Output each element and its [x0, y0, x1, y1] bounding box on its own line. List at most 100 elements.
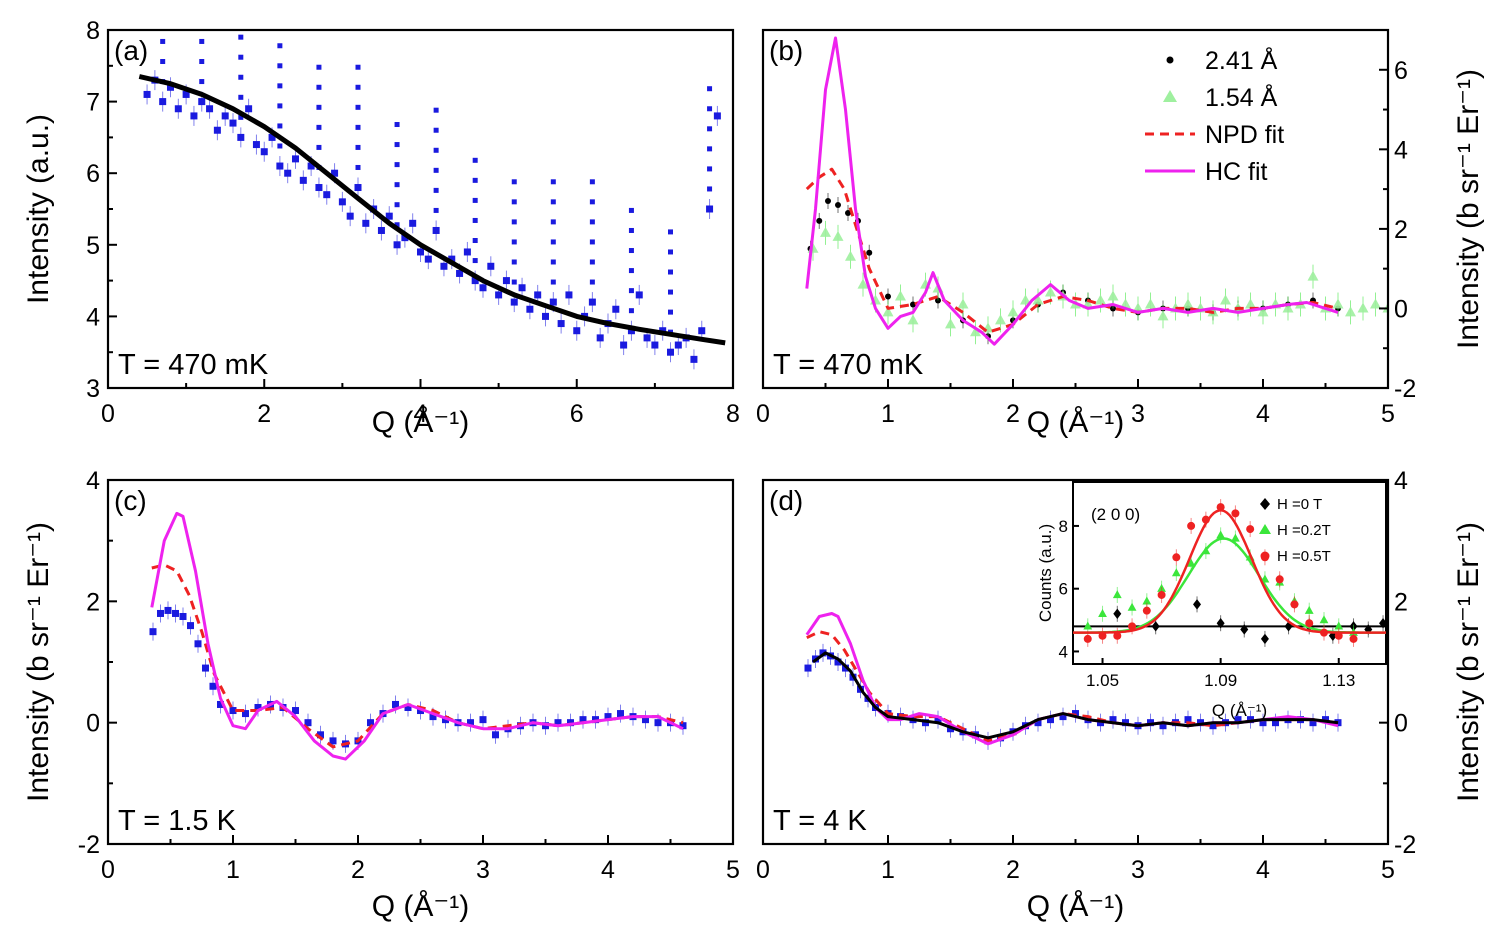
- data-point: [707, 166, 713, 172]
- y-axis-title: Intensity (b sr⁻¹ Er⁻¹): [22, 522, 55, 802]
- 1-54--point: [1157, 310, 1169, 321]
- x-tick-label: 2: [257, 400, 271, 428]
- data-point: [596, 334, 604, 342]
- data-point: [707, 186, 713, 192]
- 2-41--point: [835, 202, 841, 209]
- data-point: [707, 126, 713, 132]
- data-point: [174, 105, 182, 113]
- data-point: [316, 84, 322, 90]
- data-point: [355, 64, 361, 70]
- h-0-5t-point: [1157, 590, 1166, 599]
- h-0-5t-point: [1098, 631, 1107, 640]
- inset-legend-marker: [1259, 524, 1271, 534]
- data-point: [392, 700, 399, 708]
- data-point: [542, 312, 549, 320]
- hc-fit-line: [150, 511, 684, 761]
- data-point: [510, 298, 518, 306]
- data-point: [160, 38, 166, 44]
- data-point: [209, 682, 217, 690]
- legend-label: NPD fit: [1205, 121, 1284, 149]
- inset-title: (2 0 0): [1091, 505, 1140, 524]
- x-tick-label: 2: [1006, 856, 1020, 884]
- data-point: [221, 112, 229, 120]
- h-0-5t-point: [1319, 628, 1328, 637]
- inset-legend-label: H =0 T: [1277, 496, 1322, 513]
- h-0-2t-point: [1098, 608, 1107, 617]
- data-point: [589, 199, 595, 205]
- data-point: [668, 269, 673, 275]
- data-point: [164, 606, 172, 614]
- inset-x-tick-label: 1.09: [1204, 671, 1237, 690]
- data-point: [495, 291, 503, 299]
- 1-54--point: [1382, 302, 1388, 313]
- x-tick-label: 3: [1131, 400, 1145, 428]
- y-tick-label: -2: [1394, 375, 1416, 403]
- data-point: [589, 239, 595, 245]
- data-point: [550, 219, 556, 225]
- h-0-2t-point: [1201, 546, 1211, 555]
- data-point: [367, 719, 374, 727]
- data-point: [242, 710, 249, 718]
- data-point: [355, 124, 361, 130]
- inset-y-tick-label: 4: [1059, 642, 1068, 661]
- data-point: [167, 83, 174, 91]
- data-point: [834, 658, 842, 666]
- inset-legend-marker: [1260, 498, 1270, 510]
- data-point: [617, 710, 624, 718]
- data-point: [206, 105, 214, 113]
- npd-fit-line: [805, 167, 1339, 334]
- 1-54--point: [1132, 302, 1144, 313]
- 1-54--point: [882, 306, 894, 317]
- h-0-5t-point: [1113, 631, 1122, 640]
- data-point: [238, 94, 244, 100]
- data-point: [1047, 716, 1054, 724]
- data-point: [433, 167, 439, 173]
- 1-54--point: [1357, 302, 1369, 313]
- legend-label: HC fit: [1205, 158, 1268, 186]
- inset-x-tick-label: 1.05: [1086, 671, 1119, 690]
- 1-54--point: [1095, 294, 1106, 305]
- data-point: [534, 291, 542, 299]
- 1-54--point: [970, 326, 981, 337]
- x-tick-label: 4: [1256, 400, 1270, 428]
- 1-54--point: [1257, 306, 1269, 317]
- 1-54--point: [945, 318, 956, 329]
- data-point: [588, 298, 596, 306]
- data-point: [1072, 710, 1079, 718]
- x-tick-label: 0: [101, 400, 115, 428]
- data-point: [668, 249, 673, 255]
- data-point: [433, 147, 439, 153]
- x-axis-title: Q (Å⁻¹): [372, 406, 470, 439]
- inset-legend-label: H =0.2T: [1277, 522, 1331, 539]
- data-point: [518, 284, 526, 292]
- data-point: [1259, 719, 1267, 727]
- data-point: [654, 719, 662, 727]
- y-tick-label: 4: [1394, 136, 1408, 164]
- data-point: [316, 144, 322, 150]
- data-point: [307, 162, 315, 170]
- x-tick-label: 5: [1381, 856, 1395, 884]
- data-point: [433, 127, 439, 133]
- marks-a: [138, 34, 726, 370]
- 1-54--point: [1307, 270, 1319, 281]
- marks-c: [149, 511, 687, 761]
- data-point: [573, 327, 581, 335]
- data-point: [612, 305, 620, 313]
- data-point: [934, 716, 942, 724]
- data-point: [424, 255, 432, 263]
- inset-y-tick-label: 6: [1059, 580, 1068, 599]
- data-point: [143, 90, 151, 98]
- data-point: [487, 262, 495, 270]
- data-point: [1184, 716, 1192, 724]
- data-point: [394, 142, 400, 148]
- data-point: [202, 664, 209, 672]
- data-point: [254, 704, 262, 711]
- data-point: [628, 308, 634, 314]
- data-point: [642, 716, 649, 724]
- 1-54--point: [907, 314, 919, 325]
- 1-54--point: [1045, 286, 1056, 297]
- data-point: [550, 279, 556, 285]
- panel-d: 0 1 2 3 4 5-2 0 2 4 Q (Å⁻¹) Intensity (b sr⁻¹ Er⁻¹…: [756, 467, 1485, 923]
- x-tick-label: 3: [476, 856, 490, 884]
- data-point: [690, 355, 698, 363]
